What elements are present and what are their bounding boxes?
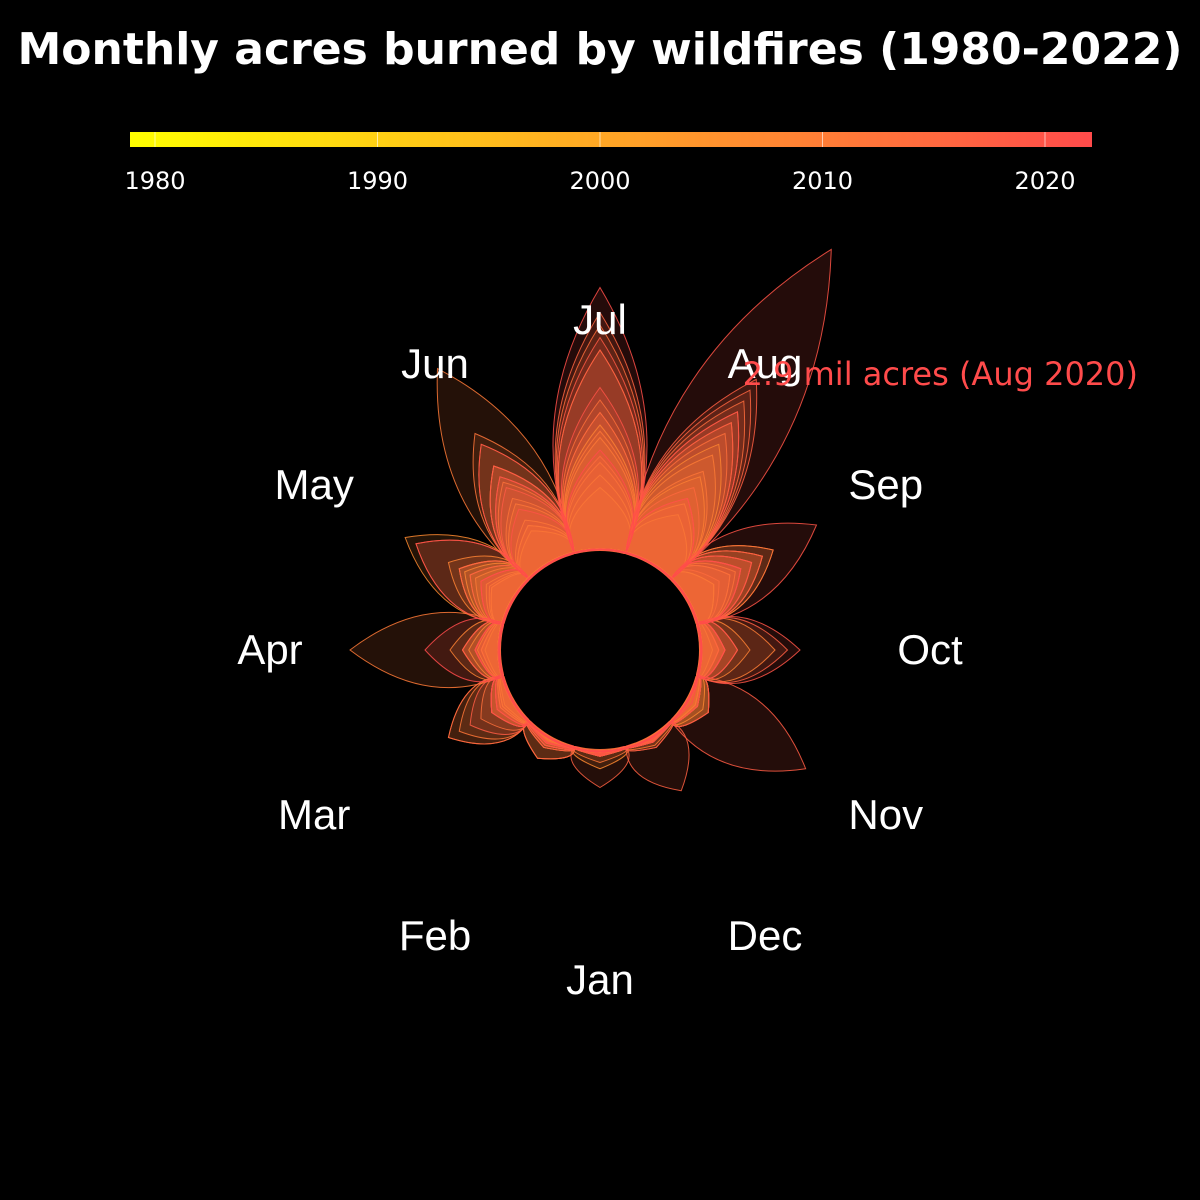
petal-2020-oct — [696, 615, 801, 685]
hub-ring-2022 — [499, 549, 703, 753]
month-label-jun: Jun — [401, 340, 469, 387]
petal-2018-nov — [670, 675, 807, 772]
month-label-feb: Feb — [399, 912, 471, 959]
month-label-sep: Sep — [848, 461, 923, 508]
petal-layer — [349, 248, 832, 792]
month-labels: Jan Feb Mar Apr May Jun Jul Aug Sep Oct Nov Dec — [237, 296, 963, 1003]
petal-2020-jul — [560, 386, 640, 554]
month-label-jan: Jan — [566, 956, 634, 1003]
petal-2021-oct — [696, 620, 739, 680]
petal-2021-aug — [625, 411, 740, 580]
max-annotation: 2.9 mil acres (Aug 2020) — [743, 355, 1138, 393]
petal-2011-apr — [349, 611, 504, 689]
petal-2022-jun — [478, 443, 575, 580]
petal-2018-mar — [469, 675, 530, 735]
petal-2015-jul — [554, 311, 646, 554]
colorbar-tick-label: 2010 — [792, 167, 853, 195]
petal-2017-jan — [570, 746, 630, 789]
colorbar-tick-label: 1990 — [347, 167, 408, 195]
month-label-aug: Aug — [728, 340, 803, 387]
petal-2022-apr — [424, 617, 504, 683]
month-label-oct: Oct — [897, 626, 963, 673]
petal-2017-aug — [625, 378, 758, 580]
petal-2021-jun — [495, 476, 575, 580]
petal-2011-jul — [562, 411, 638, 554]
petal-2021-jul — [552, 286, 648, 554]
petal-2020-sep — [670, 522, 818, 625]
petal-2018-jul — [556, 336, 644, 554]
year-colorbar: 1980 1990 2000 2010 2020 — [124, 132, 1092, 195]
month-label-dec: Dec — [728, 912, 803, 959]
colorbar-tick-label: 1980 — [124, 167, 185, 195]
colorbar-tick-label: 2020 — [1014, 167, 1075, 195]
month-label-mar: Mar — [278, 791, 350, 838]
hub-core — [501, 551, 699, 749]
petal-2020-aug — [625, 248, 832, 580]
center-hub — [497, 548, 703, 753]
chart-title: Monthly acres burned by wildfires (1980-… — [18, 24, 1183, 75]
colorbar-gradient — [130, 132, 1092, 147]
month-label-jul: Jul — [573, 296, 627, 343]
month-label-may: May — [275, 461, 354, 508]
month-label-apr: Apr — [237, 626, 302, 673]
hub-ring-2021 — [498, 548, 702, 752]
petal-2022-oct — [696, 621, 726, 679]
colorbar-tick-label: 2000 — [569, 167, 630, 195]
month-label-nov: Nov — [848, 791, 923, 838]
petal-2022-may — [415, 539, 530, 625]
